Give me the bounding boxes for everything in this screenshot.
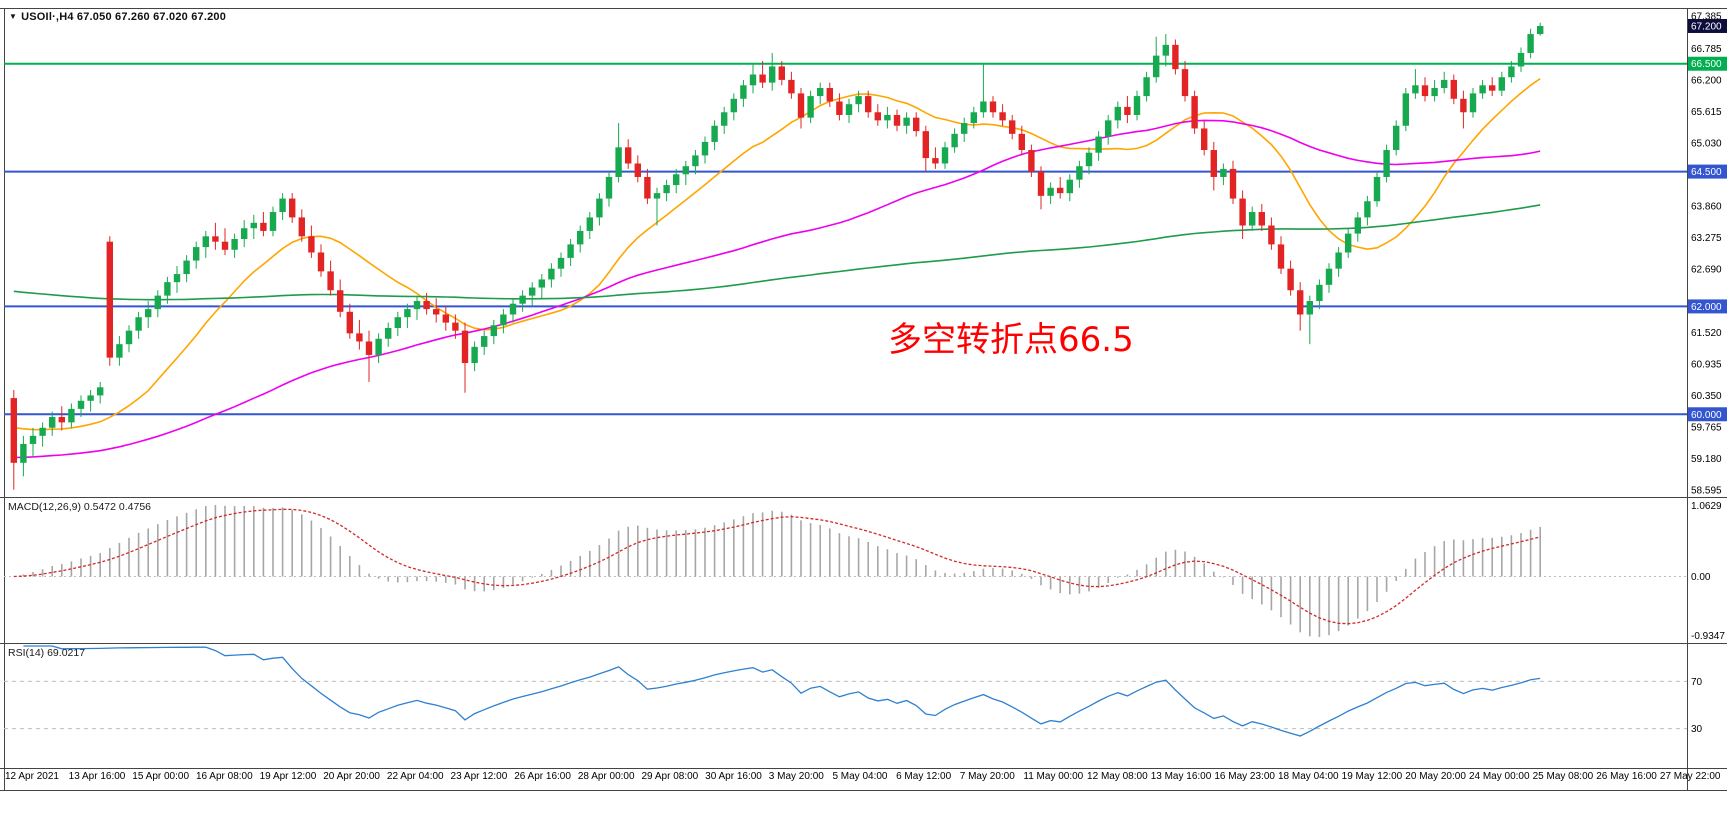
time-axis-label: 26 May 16:00 [1596,771,1657,782]
price-level-badge [1688,18,1727,33]
ma-slow-line [13,204,1541,301]
time-axis-label: 23 Apr 12:00 [451,771,508,782]
time-axis-label: 29 Apr 08:00 [642,771,699,782]
price-level-badge-label: 62.000 [1691,302,1722,313]
time-axis-label: 20 Apr 20:00 [323,771,380,782]
chart-title-text: USOIl·,H4 67.050 67.260 67.020 67.200 [21,11,227,23]
price-tick-label: 65.615 [1691,107,1722,118]
annotation-text[interactable]: 多空转折点66.5 [888,320,1134,360]
macd-axis-label: -0.9347 [1691,631,1725,642]
time-axis-label: 13 May 16:00 [1151,771,1212,782]
macd-histogram [22,505,1541,637]
price-tick-label: 63.275 [1691,233,1722,244]
price-level-badge-label: 60.000 [1691,410,1722,421]
time-axis-label: 11 May 00:00 [1023,771,1083,782]
price-level-badge [1688,299,1727,314]
chart-title: ▼ USOIl·,H4 67.050 67.260 67.020 67.200 [9,11,226,23]
ma-mid-line [13,119,1541,459]
rsi-line [23,645,1541,737]
time-axis-label: 12 Apr 2021 [5,771,59,782]
price-level-badge [1688,56,1727,71]
price-level-badge-label: 66.500 [1691,59,1722,70]
candlestick-series [10,22,1544,490]
price-tick-label: 67.385 [1691,12,1722,23]
price-tick-label: 59.180 [1691,454,1722,465]
price-tick-label: 66.785 [1691,44,1722,55]
price-level-badge [1688,407,1727,422]
time-axis-label: 16 Apr 08:00 [196,771,253,782]
price-level-badge [1688,164,1727,179]
rsi-indicator-label: RSI(14) 69.0217 [8,647,86,659]
price-tick-label: 61.520 [1691,328,1722,339]
macd-indicator-label: MACD(12,26,9) 0.5472 0.4756 [8,501,152,513]
price-level-badge-label: 67.200 [1691,21,1722,32]
time-axis-label: 28 Apr 00:00 [578,771,635,782]
price-tick-label: 59.765 [1691,422,1722,433]
time-axis-label: 19 May 12:00 [1342,771,1403,782]
time-axis-label: 25 May 08:00 [1533,771,1594,782]
time-axis-label: 12 May 08:00 [1087,771,1148,782]
chart-marker-icon: ▼ [9,12,18,21]
time-axis-label: 30 Apr 16:00 [705,771,762,782]
macd-axis-label: 1.0629 [1691,501,1722,512]
price-tick-label: 63.860 [1691,202,1722,213]
price-tick-label: 58.595 [1691,486,1722,497]
macd-signal-line [13,508,1541,625]
time-axis-label: 27 May 22:00 [1660,771,1721,782]
time-axis-label: 19 Apr 12:00 [260,771,317,782]
time-axis-label: 6 May 12:00 [896,771,951,782]
price-tick-label: 60.350 [1691,391,1722,402]
time-axis-label: 26 Apr 16:00 [514,771,571,782]
time-axis-label: 20 May 20:00 [1405,771,1466,782]
time-axis-label: 13 Apr 16:00 [69,771,126,782]
ma-fast-line [13,77,1541,431]
price-tick-label: 65.030 [1691,139,1722,150]
macd-axis-label: 0.00 [1691,572,1711,583]
time-axis-label: 7 May 20:00 [960,771,1015,782]
time-axis-label: 5 May 04:00 [832,771,887,782]
price-level-badge-label: 64.500 [1691,167,1722,178]
time-axis-label: 22 Apr 04:00 [387,771,444,782]
price-tick-label: 62.690 [1691,265,1722,276]
price-tick-label: 60.935 [1691,359,1722,370]
time-axis-label: 24 May 00:00 [1469,771,1530,782]
time-axis-label: 3 May 20:00 [769,771,824,782]
time-axis-label: 16 May 23:00 [1214,771,1275,782]
time-axis-label: 18 May 04:00 [1278,771,1339,782]
rsi-level-label: 70 [1691,677,1703,688]
price-tick-label: 66.200 [1691,75,1722,86]
rsi-level-label: 30 [1691,724,1703,735]
time-axis-label: 15 Apr 00:00 [132,771,189,782]
